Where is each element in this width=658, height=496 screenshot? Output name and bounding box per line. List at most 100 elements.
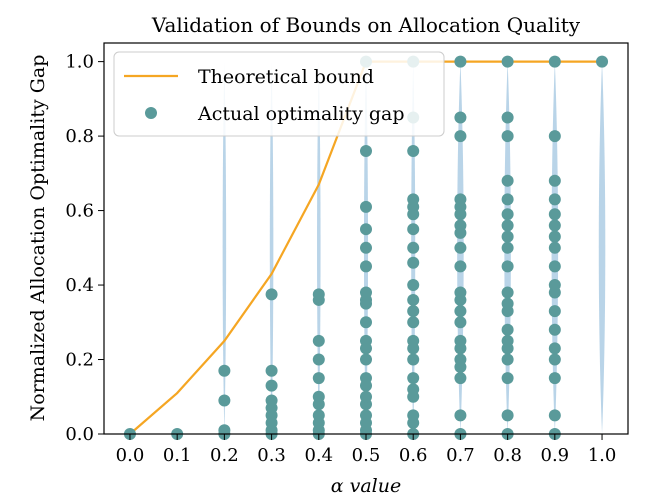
gap-point bbox=[360, 200, 372, 213]
gap-point bbox=[548, 342, 561, 355]
gap-point bbox=[548, 372, 561, 385]
gap-point bbox=[501, 55, 514, 68]
gap-point bbox=[407, 223, 420, 236]
gap-point bbox=[265, 364, 278, 377]
legend-points-swatch bbox=[145, 107, 157, 119]
gap-point bbox=[501, 323, 514, 336]
gap-point bbox=[218, 394, 231, 407]
gap-point bbox=[548, 409, 561, 422]
gap-point bbox=[360, 334, 372, 347]
x-tick-label: 0.8 bbox=[493, 445, 522, 466]
gap-point bbox=[548, 305, 561, 318]
gap-point bbox=[312, 409, 325, 422]
x-tick-label: 0.0 bbox=[116, 445, 145, 466]
gap-point bbox=[454, 305, 467, 318]
gap-point bbox=[360, 390, 372, 403]
gap-point bbox=[454, 353, 467, 366]
gap-point bbox=[407, 305, 420, 318]
gap-point bbox=[454, 372, 467, 385]
gap-point bbox=[596, 55, 609, 68]
gap-point bbox=[548, 260, 561, 273]
y-tick-label: 0.0 bbox=[65, 424, 94, 445]
gap-point bbox=[218, 364, 231, 377]
gap-point bbox=[501, 174, 514, 187]
gap-point bbox=[454, 316, 467, 329]
x-tick-label: 1.0 bbox=[588, 445, 617, 466]
gap-point bbox=[407, 334, 420, 347]
x-tick-label: 0.9 bbox=[541, 445, 570, 466]
violin-shape bbox=[598, 61, 606, 434]
gap-point bbox=[360, 353, 372, 366]
gap-point bbox=[501, 286, 514, 299]
gap-point bbox=[454, 219, 467, 232]
gap-point bbox=[407, 256, 420, 269]
gap-point bbox=[360, 241, 372, 254]
gap-point bbox=[501, 208, 514, 221]
gap-point bbox=[312, 390, 325, 403]
gap-point bbox=[407, 372, 420, 385]
gap-point bbox=[360, 409, 372, 422]
gap-point bbox=[548, 130, 561, 143]
gap-point bbox=[407, 353, 420, 366]
optimality-gap-series bbox=[123, 55, 609, 440]
gap-point bbox=[312, 288, 325, 301]
violin-shape bbox=[269, 61, 274, 434]
x-tick-label: 0.6 bbox=[399, 445, 428, 466]
gap-point bbox=[501, 260, 514, 273]
gap-point bbox=[407, 293, 420, 306]
gap-point bbox=[548, 230, 561, 243]
gap-point bbox=[407, 316, 420, 329]
y-axis: 0.0 0.2 0.4 0.6 0.8 1.0 bbox=[65, 52, 104, 445]
gap-point bbox=[501, 241, 514, 254]
gap-point bbox=[454, 55, 467, 68]
y-tick-label: 0.4 bbox=[65, 275, 94, 296]
x-tick-label: 0.2 bbox=[210, 445, 239, 466]
gap-point bbox=[312, 334, 325, 347]
gap-point bbox=[407, 409, 420, 422]
x-tick-label: 0.5 bbox=[352, 445, 381, 466]
gap-point bbox=[501, 297, 514, 310]
gap-point bbox=[454, 334, 467, 347]
gap-point bbox=[548, 174, 561, 187]
y-tick-label: 1.0 bbox=[65, 52, 94, 73]
gap-point bbox=[454, 260, 467, 273]
gap-point bbox=[548, 241, 561, 254]
y-tick-label: 0.8 bbox=[65, 126, 94, 147]
gap-point bbox=[265, 394, 278, 407]
gap-point bbox=[360, 372, 372, 385]
gap-point bbox=[454, 286, 467, 299]
gap-point bbox=[548, 353, 561, 366]
legend: Theoretical bound Actual optimality gap bbox=[113, 51, 445, 137]
gap-point bbox=[501, 130, 514, 143]
gap-point bbox=[312, 353, 325, 366]
gap-point bbox=[501, 409, 514, 422]
gap-point bbox=[548, 323, 561, 336]
gap-point bbox=[360, 223, 372, 236]
gap-point bbox=[360, 316, 372, 329]
legend-points-label: Actual optimality gap bbox=[197, 103, 405, 125]
x-axis-label: α value bbox=[331, 475, 402, 496]
gap-point bbox=[407, 383, 420, 396]
gap-point bbox=[548, 193, 561, 206]
x-axis: 0.0 0.1 0.2 0.3 0.4 0.5 0.6 0.7 0.8 0.9 1.0 bbox=[116, 434, 617, 466]
gap-point bbox=[501, 230, 514, 243]
gap-point bbox=[501, 111, 514, 124]
x-tick-label: 0.3 bbox=[257, 445, 286, 466]
gap-point bbox=[548, 55, 561, 68]
gap-point bbox=[454, 193, 467, 206]
x-tick-label: 0.1 bbox=[163, 445, 192, 466]
gap-point bbox=[548, 279, 561, 292]
gap-point bbox=[548, 219, 561, 232]
legend-box bbox=[113, 51, 445, 137]
gap-point bbox=[501, 353, 514, 366]
gap-point bbox=[407, 144, 420, 157]
gap-point bbox=[407, 241, 420, 254]
gap-point bbox=[454, 111, 467, 124]
gap-point bbox=[454, 409, 467, 422]
y-tick-label: 0.2 bbox=[65, 350, 94, 371]
gap-point bbox=[501, 193, 514, 206]
gap-point bbox=[360, 144, 372, 157]
legend-bound-label: Theoretical bound bbox=[198, 66, 374, 88]
y-tick-label: 0.6 bbox=[65, 201, 94, 222]
